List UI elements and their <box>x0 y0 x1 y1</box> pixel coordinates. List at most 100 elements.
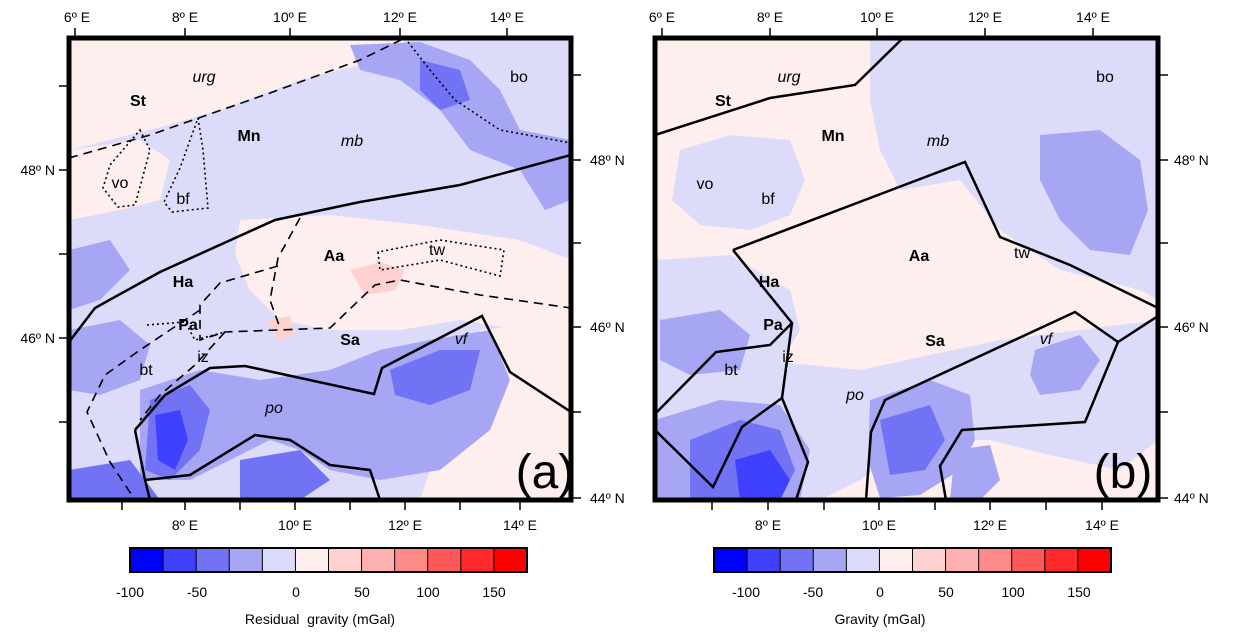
region-label: Pa <box>763 317 783 334</box>
region-label: vo <box>112 175 129 192</box>
region-label: mb <box>341 133 363 150</box>
colorbar-swatch <box>361 548 396 572</box>
colorbar-swatch <box>295 548 329 572</box>
panel-b-top-lon-label: 8º E <box>757 9 783 25</box>
colorbar-swatch <box>945 548 980 572</box>
colorbar-frame <box>713 547 1112 573</box>
region-label: vf <box>1040 331 1054 348</box>
colorbar-a-tick-label: 50 <box>354 584 370 600</box>
panel-b-top-lon-label: 10º E <box>860 9 894 25</box>
region-label: bt <box>724 362 738 379</box>
panel-a-right-lat-label: 44º N <box>590 490 625 506</box>
region-label: Pa <box>178 317 198 334</box>
region-label: Sa <box>340 332 360 349</box>
panel-b-gravity-field <box>655 38 1158 500</box>
panel-b-label: (b) <box>1094 446 1153 499</box>
colorbar-swatch <box>780 548 814 572</box>
colorbar-swatch <box>1044 548 1079 572</box>
region-label: urg <box>777 69 800 86</box>
panel-a-bottom-lon-label: 8º E <box>172 517 198 533</box>
panel-a-top-lon-label: 6º E <box>64 9 90 25</box>
colorbar-swatch <box>714 548 748 572</box>
colorbar-b-tick-label: 0 <box>876 584 884 600</box>
panel-b-right-lat-label: 46º N <box>1174 319 1209 335</box>
panel-b-top-lon-label: 12º E <box>968 9 1002 25</box>
panel-a: 6º E 8º E 10º E 12º E 14º E 8º E 10º E 1… <box>20 9 624 533</box>
region-label: po <box>264 400 283 417</box>
region-label: iz <box>197 349 209 366</box>
region-label: mb <box>927 133 949 150</box>
panel-a-bottom-lon-label: 10º E <box>278 517 312 533</box>
panel-a-bottom-lon-label: 14º E <box>503 517 537 533</box>
colorbar-b-tick-label: 50 <box>938 584 954 600</box>
colorbar-a-tick-label: 150 <box>482 584 506 600</box>
colorbar-b <box>713 547 1112 573</box>
region-label: bf <box>176 191 190 208</box>
panel-a-top-lon-label: 12º E <box>383 9 417 25</box>
region-label: bf <box>761 191 775 208</box>
colorbar-swatch <box>747 548 781 572</box>
panel-b-bottom-lon-label: 8º E <box>755 517 781 533</box>
colorbar-swatch <box>879 548 913 572</box>
panel-b-right-lat-label: 48º N <box>1174 152 1209 168</box>
colorbar-a-tick-label: -100 <box>116 584 144 600</box>
panel-a-label: (a) <box>516 446 575 499</box>
region-label: Aa <box>909 248 930 265</box>
panel-a-gravity-field <box>69 38 571 500</box>
colorbar-swatch <box>229 548 263 572</box>
panel-a-right-lat-label: 48º N <box>590 152 625 168</box>
region-label: bt <box>139 362 153 379</box>
colorbar-b-tick-label: 100 <box>1001 584 1025 600</box>
panel-b: 6º E 8º E 10º E 12º E 14º E 8º E 10º E 1… <box>649 9 1209 533</box>
colorbar-a-title: Residual gravity (mGal) <box>245 611 395 627</box>
region-label: po <box>845 387 864 404</box>
colorbar-frame <box>129 547 528 573</box>
panel-a-ticks <box>59 28 581 510</box>
panel-b-frame <box>652 35 1161 503</box>
colorbar-swatch <box>978 548 1013 572</box>
panel-a-top-lon-label: 10º E <box>273 9 307 25</box>
colorbar-a-tick-label: 100 <box>416 584 440 600</box>
colorbar-swatch <box>1077 548 1112 572</box>
region-label: iz <box>782 349 794 366</box>
region-label: bo <box>1096 69 1114 86</box>
colorbar-b-tick-label: -100 <box>732 584 760 600</box>
panel-a-bottom-lon-label: 12º E <box>388 517 422 533</box>
colorbar-swatch <box>813 548 847 572</box>
region-label: vf <box>455 331 469 348</box>
colorbar-a-tick-label: 0 <box>292 584 300 600</box>
region-label: Aa <box>324 248 345 265</box>
panel-a-frame <box>66 35 574 503</box>
colorbar-swatch <box>846 548 880 572</box>
region-label: urg <box>192 69 215 86</box>
panel-b-bottom-lon-label: 10º E <box>862 517 896 533</box>
colorbar-swatch <box>460 548 495 572</box>
colorbar-swatch <box>130 548 164 572</box>
colorbar-b-tick-label: 150 <box>1067 584 1091 600</box>
region-label: tw <box>429 242 445 259</box>
panel-a-left-lat-label: 48º N <box>20 162 55 178</box>
colorbar-b-title: Gravity (mGal) <box>835 611 926 627</box>
panel-a-top-lon-label: 8º E <box>172 9 198 25</box>
colorbar-swatch <box>1011 548 1046 572</box>
colorbar-swatch <box>163 548 197 572</box>
colorbar-swatch <box>493 548 528 572</box>
panel-a-top-lon-label: 14º E <box>490 9 524 25</box>
colorbar-swatch <box>394 548 429 572</box>
region-label: bo <box>510 69 528 86</box>
region-label: Mn <box>821 128 844 145</box>
colorbar-swatch <box>912 548 947 572</box>
region-label: Mn <box>237 128 260 145</box>
region-label: St <box>715 93 732 110</box>
panel-b-right-lat-label: 44º N <box>1174 490 1209 506</box>
region-label: Ha <box>173 274 194 291</box>
panel-b-top-lon-label: 14º E <box>1076 9 1110 25</box>
colorbar-swatch <box>328 548 363 572</box>
panel-b-top-lon-label: 6º E <box>649 9 675 25</box>
region-label: St <box>130 93 147 110</box>
panel-b-bottom-lon-label: 12º E <box>973 517 1007 533</box>
panel-a-left-lat-label: 46º N <box>20 330 55 346</box>
region-label: tw <box>1014 245 1030 262</box>
colorbar-swatch <box>262 548 296 572</box>
